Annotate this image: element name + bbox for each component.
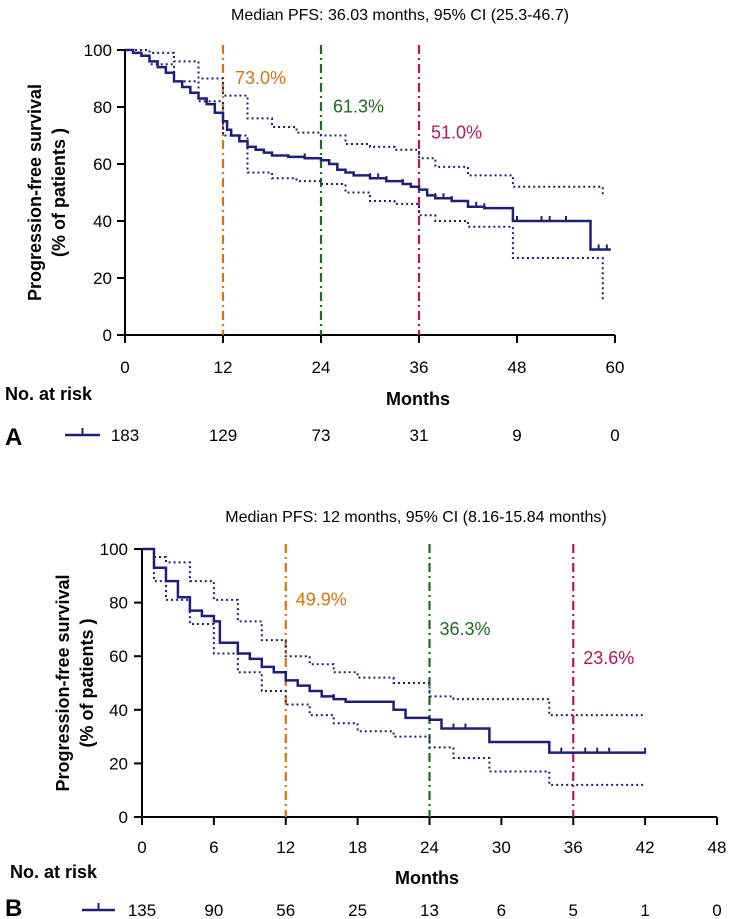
risk-number: 135 xyxy=(128,901,156,919)
y-axis-label-line1: Progression-free survival xyxy=(25,84,45,301)
risk-number: 6 xyxy=(497,901,506,919)
x-axis-label: Months xyxy=(395,868,459,888)
y-tick-label: 40 xyxy=(93,212,112,231)
risk-number: 1 xyxy=(640,901,649,919)
landmark-label-36: 51.0% xyxy=(431,122,482,142)
risk-number: 129 xyxy=(209,426,237,445)
x-tick-label: 24 xyxy=(312,358,331,377)
y-tick-label: 80 xyxy=(109,594,128,613)
y-tick-label: 0 xyxy=(119,808,128,827)
x-tick-label: 60 xyxy=(606,358,625,377)
landmark-label-12: 73.0% xyxy=(235,68,286,88)
x-tick-label: 42 xyxy=(636,838,655,857)
ci-upper-line xyxy=(142,548,646,717)
panel-letter: A xyxy=(5,424,22,451)
y-tick-label: 20 xyxy=(109,754,128,773)
x-tick-label: 48 xyxy=(708,838,727,857)
landmark-label-24: 61.3% xyxy=(333,97,384,117)
landmark-label-36: 23.6% xyxy=(583,648,634,668)
risk-number: 9 xyxy=(512,426,521,445)
landmark-label-24: 36.3% xyxy=(440,619,491,639)
y-tick-label: 60 xyxy=(93,155,112,174)
x-tick-label: 24 xyxy=(420,838,439,857)
x-tick-label: 12 xyxy=(214,358,233,377)
risk-number: 13 xyxy=(420,901,439,919)
chart-panel-b: Median PFS: 12 months, 95% CI (8.16-15.8… xyxy=(5,509,726,919)
y-tick-label: 100 xyxy=(100,540,128,559)
y-tick-label: 60 xyxy=(109,647,128,666)
y-tick-label: 0 xyxy=(103,326,112,345)
risk-number: 183 xyxy=(111,426,139,445)
km-curve xyxy=(125,48,611,251)
chart-title: Median PFS: 36.03 months, 95% CI (25.3-4… xyxy=(231,7,569,24)
risk-number: 25 xyxy=(348,901,367,919)
risk-number: 31 xyxy=(410,426,429,445)
ci-lower-line xyxy=(125,49,604,301)
y-tick-label: 20 xyxy=(93,269,112,288)
x-tick-label: 30 xyxy=(492,838,511,857)
x-tick-label: 12 xyxy=(276,838,295,857)
x-tick-label: 18 xyxy=(348,838,367,857)
chart-title: Median PFS: 12 months, 95% CI (8.16-15.8… xyxy=(225,509,607,526)
risk-number: 90 xyxy=(204,901,223,919)
x-tick-label: 36 xyxy=(410,358,429,377)
x-tick-label: 0 xyxy=(137,838,146,857)
y-axis-label: Progression-free survival (% of patients … xyxy=(53,574,97,791)
km-curve xyxy=(142,547,646,754)
y-axis-label: Progression-free survival (% of patients … xyxy=(25,84,69,301)
landmark-label-12: 49.9% xyxy=(296,589,347,609)
x-tick-label: 48 xyxy=(508,358,527,377)
risk-table-label: No. at risk xyxy=(10,862,98,882)
x-axis-label: Months xyxy=(386,389,450,409)
x-tick-label: 0 xyxy=(120,358,129,377)
risk-number: 56 xyxy=(276,901,295,919)
risk-number: 0 xyxy=(712,901,721,919)
risk-number: 73 xyxy=(312,426,331,445)
ci-upper-line xyxy=(125,49,604,196)
y-tick-label: 100 xyxy=(84,41,112,60)
y-tick-label: 80 xyxy=(93,98,112,117)
y-axis-label-line1: Progression-free survival xyxy=(53,574,73,791)
risk-table-label: No. at risk xyxy=(5,384,93,404)
ci-lower-line xyxy=(142,548,646,786)
risk-number: 0 xyxy=(610,426,619,445)
x-tick-label: 36 xyxy=(564,838,583,857)
risk-number: 5 xyxy=(569,901,578,919)
y-axis-label-line2: (% of patients ) xyxy=(77,618,97,747)
panel-letter: B xyxy=(5,895,22,919)
chart-panel-a: Median PFS: 36.03 months, 95% CI (25.3-4… xyxy=(5,7,624,451)
y-tick-label: 40 xyxy=(109,701,128,720)
y-axis-label-line2: (% of patients ) xyxy=(49,128,69,257)
x-tick-label: 6 xyxy=(209,838,218,857)
